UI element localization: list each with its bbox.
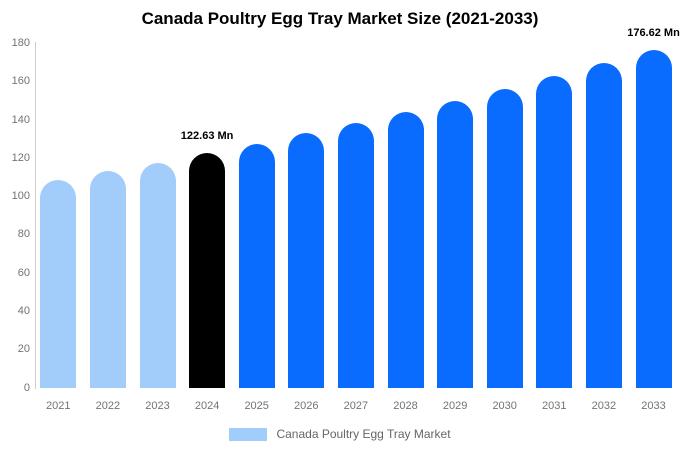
legend: Canada Poultry Egg Tray Market [0,426,680,442]
bar-2026 [288,133,325,388]
x-tick-label-2032: 2032 [591,400,617,412]
data-label-2033: 176.62 Mn [627,26,680,39]
bar-2025 [238,143,275,388]
legend-label: Canada Poultry Egg Tray Market [276,427,451,441]
x-tick-label-2025: 2025 [244,400,269,412]
y-tick-label-160: 160 [11,75,30,88]
data-label-2024: 122.63 Mn [180,130,234,143]
x-tick-label-2027: 2027 [343,400,369,412]
x-tick-label-2031: 2031 [542,400,567,412]
legend-swatch [229,427,268,441]
x-tick-label-2024: 2024 [194,400,220,412]
y-tick-label-180: 180 [11,37,30,49]
bar-2022 [89,171,126,388]
x-tick-label-2030: 2030 [492,400,517,412]
bar-2023 [139,162,176,388]
x-tick-label-2026: 2026 [294,400,319,412]
x-tick-label-2021: 2021 [46,400,71,412]
y-tick-label-120: 120 [11,151,30,164]
bar-2030 [486,88,523,388]
bar-2031 [536,76,573,388]
x-tick-label-2033: 2033 [641,400,666,412]
y-tick-label-40: 40 [17,304,30,317]
x-tick-label-2028: 2028 [393,400,418,412]
y-tick-label-140: 140 [11,113,30,126]
y-axis-line [35,42,36,389]
y-tick-label-20: 20 [17,343,30,356]
chart-title: Canada Poultry Egg Tray Market Size (202… [141,9,539,28]
y-tick-label-80: 80 [17,228,30,241]
y-tick-label-0: 0 [23,381,30,394]
x-tick-label-2023: 2023 [145,400,170,412]
bar-2029 [437,100,474,388]
x-tick-label-2029: 2029 [442,400,468,412]
x-tick-label-2022: 2022 [95,400,121,412]
bar-2024 [189,153,226,388]
bar-2027 [337,122,374,388]
y-tick-label-100: 100 [11,190,30,203]
bar-2021 [40,180,77,388]
bar-2028 [387,111,424,388]
y-tick-label-60: 60 [17,266,30,279]
bar-2032 [585,63,622,388]
bar-2033 [635,49,672,388]
